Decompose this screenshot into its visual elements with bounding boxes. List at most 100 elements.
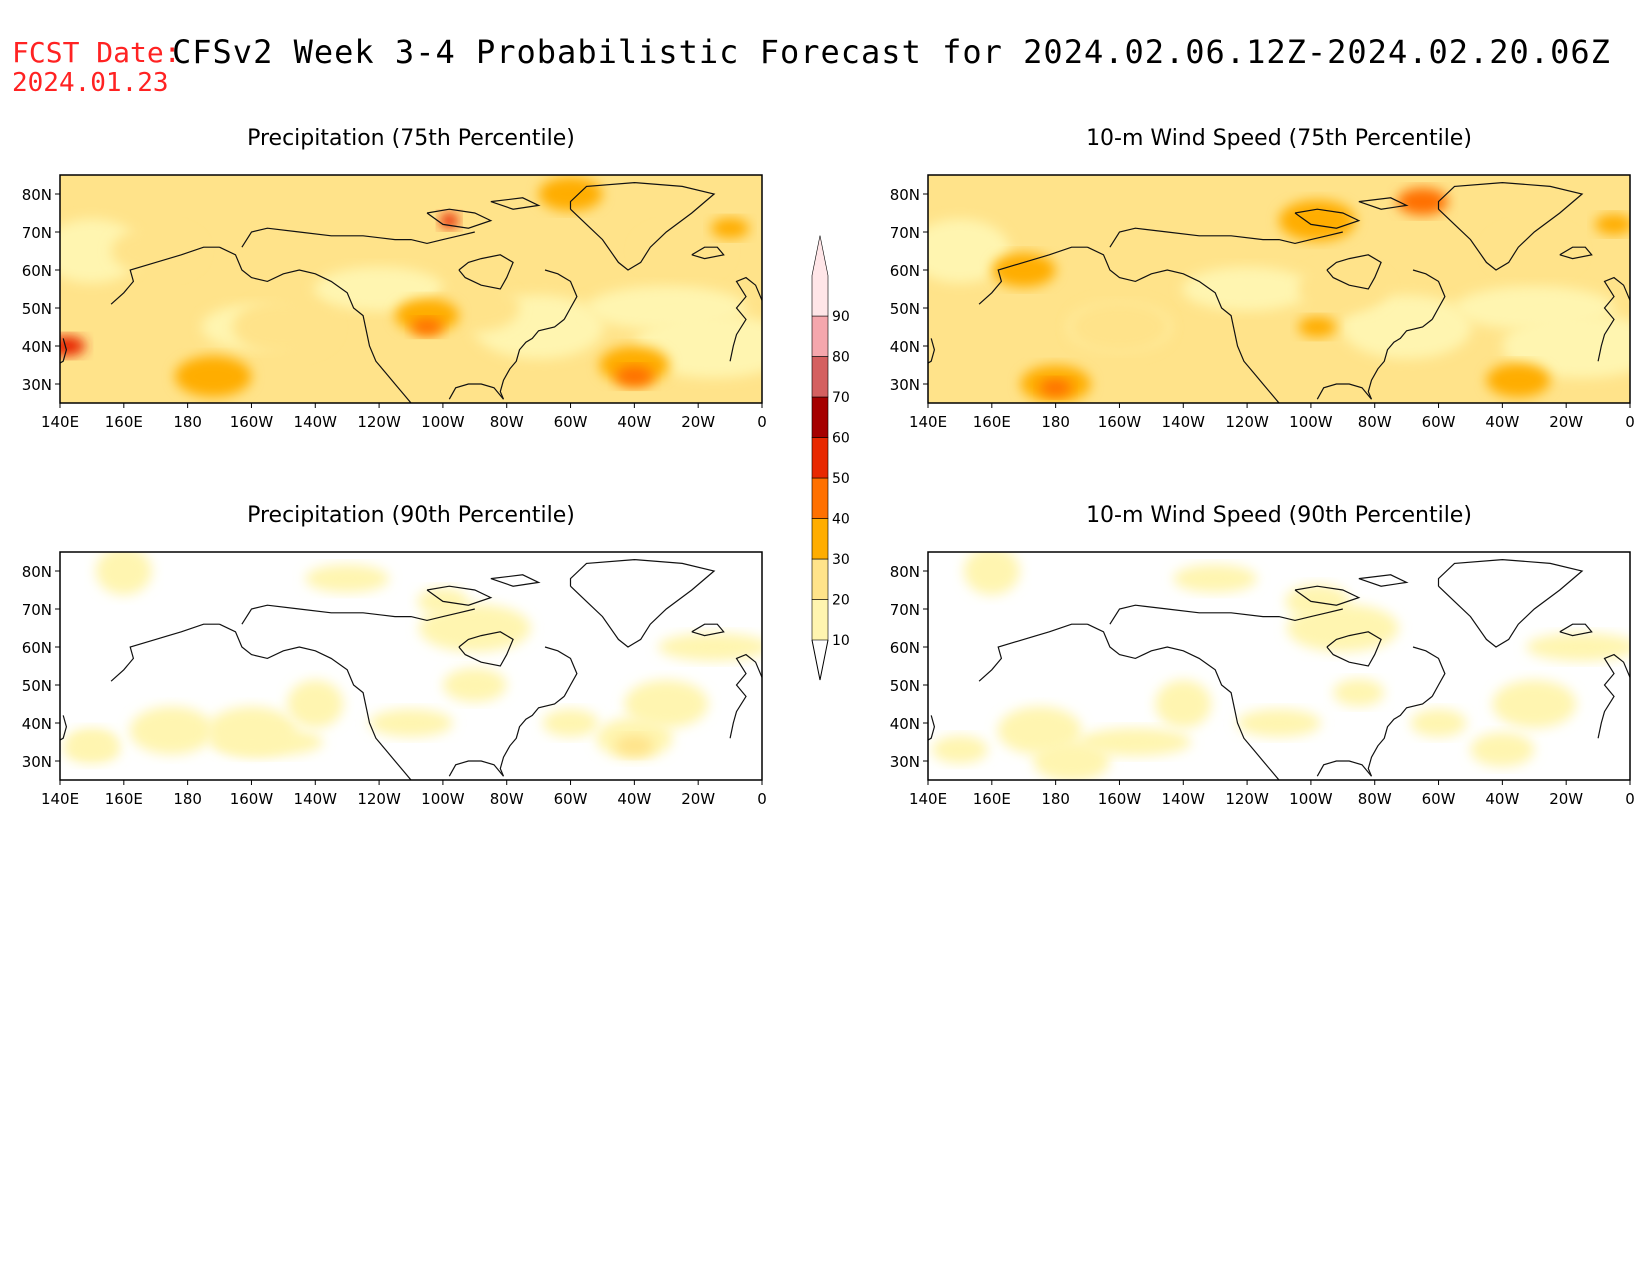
lon-tick-label: 0 [757,790,767,808]
lat-tick-label: 40N [890,715,920,733]
field-blob [206,706,297,755]
coastline [1367,318,1433,400]
lon-tick-label: 0 [1625,790,1635,808]
field-blob [1068,299,1171,355]
coastline [1437,181,1584,271]
field-blob [615,366,654,387]
field-blob [1298,316,1337,338]
probability-field [60,175,762,403]
colorbar-segment [811,356,829,398]
lon-tick-label: 160E [105,790,143,808]
coastline [1358,197,1409,210]
lon-tick-label: 20W [1549,413,1583,431]
field-patch [658,633,762,661]
probability-field [60,552,762,780]
colorbar-segment [811,477,829,519]
coastline [426,585,493,606]
lon-tick-label: 100W [1289,413,1333,431]
coastline [448,383,504,400]
field-patch [1492,680,1577,728]
map-panel-2: 10-m Wind Speed (75th Percentile) 140E 160… [890,126,1635,431]
coastline [241,604,475,625]
field-blob [637,227,727,275]
lat-tick-label: 70N [22,601,52,619]
colorbar-label: 30 [832,552,850,568]
coastline [241,227,475,248]
field-patch [963,552,1020,595]
lon-tick-label: 40W [617,413,651,431]
coastline [1294,585,1361,606]
panel-title: 10-m Wind Speed (90th Percentile) [1086,503,1472,528]
lat-tick-label: 60N [890,262,920,280]
coastline [1326,631,1382,667]
coastline [1597,653,1630,739]
coastline [458,631,514,667]
lat-tick-label: 30N [890,376,920,394]
colorbar-label: 40 [832,512,850,528]
field-blob [1033,740,1110,780]
field-patch [1410,709,1467,737]
coastline [1559,623,1593,637]
lon-tick-label: 20W [1549,790,1583,808]
colorbar-label: 70 [832,390,850,406]
coastline [1597,276,1630,362]
map-frame [59,174,763,404]
field-blob [1397,187,1449,216]
colorbar: 10 20 30 40 50 60 70 80 90 [811,235,850,681]
map-frame [927,174,1631,404]
coastline [1109,227,1343,248]
field-blob [1039,379,1072,397]
coastline [60,338,68,364]
coastline [729,276,762,362]
colorbar-label: 10 [832,633,850,649]
field-blob [60,335,86,357]
colorbar-segment [811,599,829,641]
lon-tick-label: 60W [554,413,588,431]
lat-tick-label: 30N [22,753,52,771]
colorbar-label: 60 [832,431,850,447]
lat-tick-label: 80N [22,186,52,204]
colorbar-label: 90 [832,309,850,325]
map-frame [59,551,763,781]
lon-tick-label: 140E [909,790,947,808]
field-blob [1285,584,1350,619]
colorbar-segment [811,518,829,560]
field-blob [111,227,201,275]
coastline [110,623,220,682]
coastline [1316,383,1372,400]
field-patch [95,552,152,595]
lon-tick-label: 120W [1225,413,1269,431]
probability-field [928,552,1630,780]
lon-tick-label: 140E [41,790,79,808]
coastline [544,646,578,697]
lat-tick-label: 30N [890,753,920,771]
colorbar-segment [811,437,829,479]
lat-tick-label: 50N [22,677,52,695]
coastline [60,715,68,741]
coastline [426,208,493,229]
coastline [691,246,725,260]
field-blob [66,728,118,756]
lon-tick-label: 80W [1358,413,1392,431]
lon-tick-label: 140E [41,413,79,431]
coastline [691,623,725,637]
lat-tick-label: 80N [890,563,920,581]
coastline [1109,604,1343,625]
coastlines [60,181,762,403]
lat-tick-label: 70N [890,601,920,619]
field-blob [1486,363,1551,398]
forecast-date-label: FCST Date: [12,36,181,69]
colorbar-label: 50 [832,471,850,487]
coastline [110,246,220,305]
field-blob [1470,732,1535,767]
lon-tick-label: 140E [909,413,947,431]
lon-tick-label: 60W [1422,413,1456,431]
field-patch [1079,728,1192,756]
lon-tick-label: 160E [973,413,1011,431]
lon-tick-label: 100W [421,790,465,808]
field-blob [1489,227,1579,275]
field-blob [442,667,507,703]
coastline [499,318,565,400]
lon-tick-label: 160W [230,790,274,808]
colorbar-segment [811,315,829,357]
